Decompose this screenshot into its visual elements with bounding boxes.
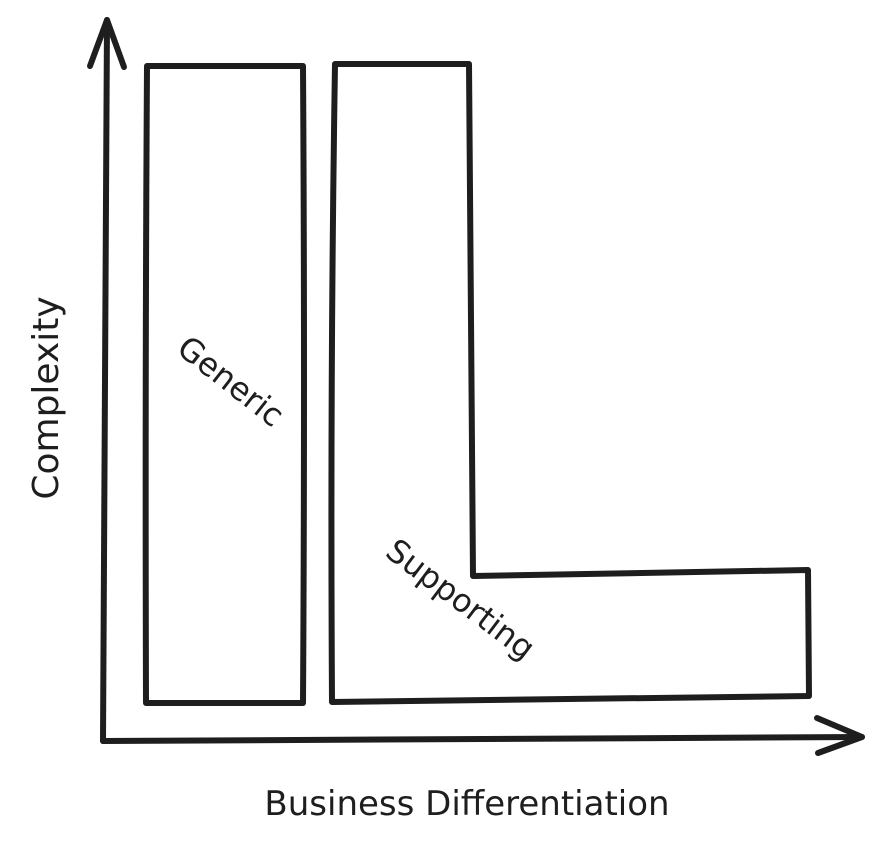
y-axis-line <box>100 17 110 744</box>
x-axis-arrowhead <box>814 715 865 756</box>
y-axis <box>87 17 127 744</box>
x-axis-line <box>100 734 865 744</box>
y-axis-arrowhead <box>87 17 127 70</box>
supporting-region <box>328 61 812 705</box>
x-axis-label: Business Differentiation <box>264 784 669 824</box>
generic-region <box>142 63 307 706</box>
generic-label: Generic <box>170 328 291 434</box>
y-axis-label: Complexity <box>26 296 67 499</box>
x-axis <box>100 715 865 756</box>
supporting-label: Supporting <box>379 531 542 667</box>
